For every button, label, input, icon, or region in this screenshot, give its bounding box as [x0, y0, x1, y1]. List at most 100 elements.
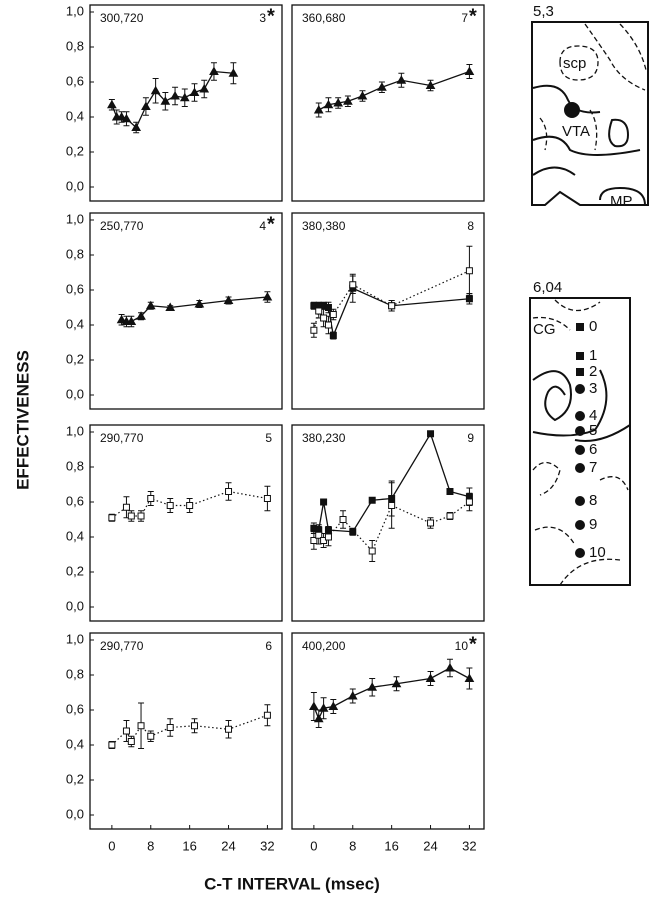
data-point	[131, 122, 142, 131]
x-tick-label: 16	[384, 838, 398, 853]
plot-frame	[291, 212, 485, 410]
data-point	[136, 311, 146, 320]
x-tick-label: 0	[310, 838, 317, 853]
site-label: 0	[589, 318, 597, 335]
series	[309, 658, 475, 728]
data-point	[425, 673, 436, 682]
data-point	[116, 111, 127, 121]
site-marker	[576, 323, 584, 331]
y-tick-label: 0,6	[66, 73, 84, 88]
data-point	[427, 519, 435, 527]
y-tick-label: 1,0	[66, 211, 84, 226]
panel-label: 290,770	[100, 639, 144, 653]
site-label: 5	[589, 422, 597, 439]
data-point	[324, 304, 332, 311]
x-tick-label: 8	[349, 838, 356, 853]
series	[108, 702, 271, 749]
data-point	[446, 488, 454, 495]
data-point	[262, 291, 273, 301]
data-point	[343, 96, 353, 105]
plot-frame	[291, 424, 485, 622]
site-label: 9	[589, 516, 597, 533]
site-marker	[575, 445, 585, 455]
x-tick-label: 0	[108, 838, 115, 853]
data-point	[263, 495, 271, 502]
y-tick-label: 0,0	[66, 386, 84, 401]
data-point	[170, 90, 180, 100]
x-tick-label: 24	[221, 838, 235, 853]
y-tick-label: 0,2	[66, 351, 84, 366]
data-point	[150, 85, 161, 95]
panel-number: 3	[259, 11, 266, 25]
site-marker	[575, 548, 585, 558]
data-point	[165, 302, 176, 311]
data-point	[320, 498, 328, 506]
y-tick-label: 0,6	[66, 281, 84, 296]
data-point	[108, 741, 116, 749]
y-tick-label: 0,2	[66, 563, 84, 578]
data-point	[329, 332, 337, 339]
series	[310, 245, 473, 338]
data-point	[465, 267, 473, 275]
data-point	[320, 314, 328, 322]
y-tick-label: 0,0	[66, 806, 84, 821]
y-tick-label: 0,0	[66, 598, 84, 613]
data-point	[225, 725, 233, 733]
x-tick-label: 32	[260, 838, 274, 853]
data-point	[323, 99, 334, 109]
panel-label: 400,200	[302, 639, 346, 653]
data-point	[367, 682, 378, 691]
data-point	[166, 724, 174, 731]
data-point	[137, 722, 145, 730]
data-point	[465, 295, 473, 303]
site-marker	[575, 520, 585, 530]
data-point	[310, 537, 318, 544]
site-label: 6	[589, 441, 597, 458]
site-marker	[575, 411, 585, 421]
data-point	[199, 83, 210, 93]
brain-section	[531, 21, 649, 206]
brain-section	[529, 297, 631, 586]
diagram-label: 5,3	[533, 3, 554, 20]
site-label: 2	[589, 363, 597, 380]
data-point	[349, 528, 357, 536]
data-point	[116, 314, 127, 324]
series-line	[313, 501, 470, 553]
data-point	[391, 678, 402, 688]
diagram-label: 6,04	[533, 279, 562, 296]
region-label: VTA	[562, 123, 590, 140]
data-point	[388, 502, 396, 509]
panel-number: 10	[455, 639, 469, 653]
series-line	[313, 667, 470, 721]
panel-number: 7	[461, 11, 468, 25]
significance-mark: *	[469, 5, 477, 27]
data-point	[309, 701, 319, 710]
data-point	[377, 82, 387, 91]
significance-mark: *	[469, 633, 477, 655]
data-point	[324, 533, 332, 541]
plot-frame	[291, 632, 485, 830]
data-point	[122, 503, 130, 511]
y-tick-label: 0,4	[66, 316, 84, 331]
data-point	[225, 488, 233, 495]
y-tick-label: 1,0	[66, 3, 84, 18]
panel-number: 8	[467, 219, 474, 233]
data-point	[160, 96, 171, 105]
data-point	[147, 732, 155, 740]
data-point	[339, 516, 347, 523]
panel-number: 6	[265, 639, 272, 653]
data-point	[464, 673, 475, 682]
y-tick-label: 0,4	[66, 528, 84, 543]
y-tick-label: 0,0	[66, 178, 84, 193]
series	[108, 482, 271, 522]
data-point	[324, 321, 332, 329]
data-point	[349, 281, 357, 289]
series-line	[313, 287, 470, 338]
plot-frame	[89, 212, 283, 410]
y-tick-label: 0,8	[66, 458, 84, 473]
panel-number: 4	[259, 219, 266, 233]
data-point	[446, 512, 454, 520]
data-point	[313, 713, 324, 723]
x-tick-label: 8	[147, 838, 154, 853]
